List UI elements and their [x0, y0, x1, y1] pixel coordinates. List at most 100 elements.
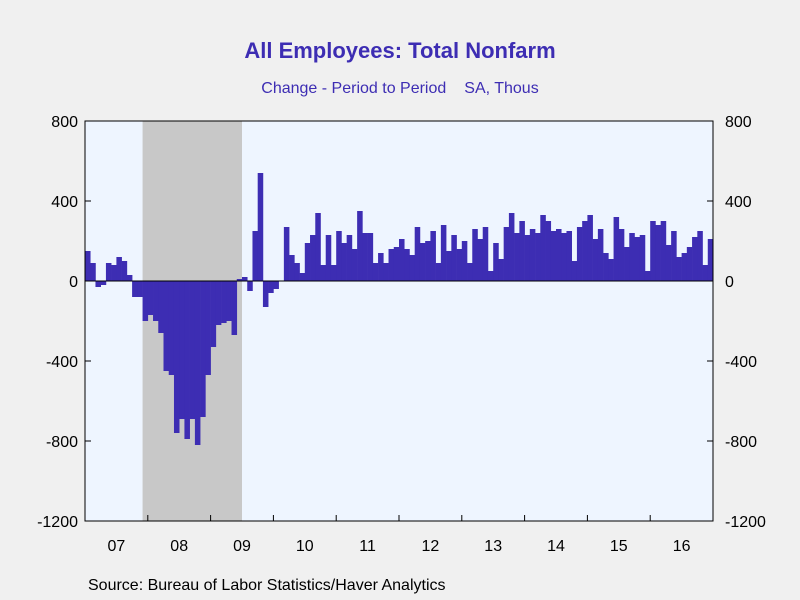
y-tick-label-right: 0 [725, 274, 734, 291]
bar [671, 231, 677, 281]
x-tick-label: 11 [359, 538, 376, 555]
bar [508, 213, 515, 281]
bar [189, 281, 196, 419]
bar [210, 281, 217, 347]
bar [571, 261, 578, 281]
bar [393, 247, 400, 281]
bar [587, 215, 593, 281]
x-tick-label: 12 [422, 538, 440, 555]
bar [153, 281, 159, 321]
bar [221, 281, 227, 323]
bar [158, 281, 164, 333]
subtitle-units: SA, Thous [464, 80, 539, 97]
bar [179, 281, 185, 419]
y-axis-left: 800 400 0 -400 -800 -1200 [37, 114, 91, 531]
bar [111, 265, 117, 281]
bar [121, 261, 128, 281]
y-tick-label-left: -1200 [37, 514, 78, 531]
bar [341, 243, 347, 281]
bar [603, 253, 609, 281]
bar [440, 225, 447, 281]
y-axis-right: 800 400 0 -400 -800 -1200 [707, 114, 766, 531]
bar [451, 235, 457, 281]
bar [325, 235, 332, 281]
bar [383, 263, 389, 281]
bar [226, 281, 232, 321]
y-tick-label-left: 800 [51, 114, 78, 131]
bar [540, 215, 546, 281]
bar [446, 251, 452, 281]
bar [681, 253, 688, 281]
bar [425, 241, 431, 281]
bar [320, 265, 327, 281]
bar [163, 281, 170, 371]
bar [697, 231, 703, 281]
bar [404, 249, 410, 281]
bar [414, 227, 421, 281]
subtitle-measure: Change - Period to Period [261, 80, 447, 97]
x-tick-label: 09 [233, 538, 251, 555]
bar [90, 263, 96, 281]
x-tick-label: 10 [296, 538, 314, 555]
bar [676, 257, 682, 281]
bar [644, 271, 651, 281]
x-tick-label: 07 [108, 538, 126, 555]
y-tick-label-right: -800 [725, 434, 757, 451]
bar [477, 239, 484, 281]
x-axis: 07 08 09 10 11 12 13 14 15 16 [108, 515, 691, 555]
bar [200, 281, 206, 417]
bar [550, 231, 557, 281]
bar [315, 213, 321, 281]
bar [608, 259, 614, 281]
bar [388, 249, 395, 281]
bar [702, 265, 709, 281]
bar [566, 231, 572, 281]
bar [487, 271, 494, 281]
bar [147, 281, 154, 315]
bar [456, 249, 463, 281]
bar [639, 235, 646, 281]
bar [686, 247, 693, 281]
y-tick-label-left: -400 [46, 354, 78, 371]
bar [247, 281, 253, 291]
bar [336, 231, 342, 281]
bar [665, 245, 672, 281]
source-note: Source: Bureau of Labor Statistics/Haver… [88, 577, 446, 594]
bar [576, 227, 583, 281]
bar [132, 281, 138, 297]
bar [461, 241, 468, 281]
bar [561, 233, 567, 281]
y-tick-label-right: -1200 [725, 514, 766, 531]
bar [419, 243, 426, 281]
bar [660, 221, 667, 281]
bar [283, 227, 290, 281]
bar [95, 281, 101, 287]
bar [655, 225, 661, 281]
bar [116, 257, 122, 281]
bar [304, 243, 311, 281]
bar [137, 281, 143, 297]
bar [173, 281, 180, 433]
bar [242, 277, 248, 281]
bar [435, 263, 442, 281]
bar [257, 173, 264, 281]
bar-series [85, 173, 714, 445]
chart-subtitle: Change - Period to Period SA, Thous [0, 80, 800, 98]
bar [268, 281, 274, 293]
bar [85, 251, 91, 281]
y-tick-label-left: 400 [51, 194, 78, 211]
x-tick-label: 14 [547, 538, 565, 555]
bar [613, 217, 620, 281]
bar [650, 221, 656, 281]
y-tick-label-left: -800 [46, 434, 78, 451]
bar [105, 263, 112, 281]
bar [503, 227, 510, 281]
bar [184, 281, 190, 439]
bar [357, 211, 363, 281]
bar [493, 243, 499, 281]
bar [618, 229, 625, 281]
bar [273, 281, 279, 289]
bar [409, 255, 415, 281]
